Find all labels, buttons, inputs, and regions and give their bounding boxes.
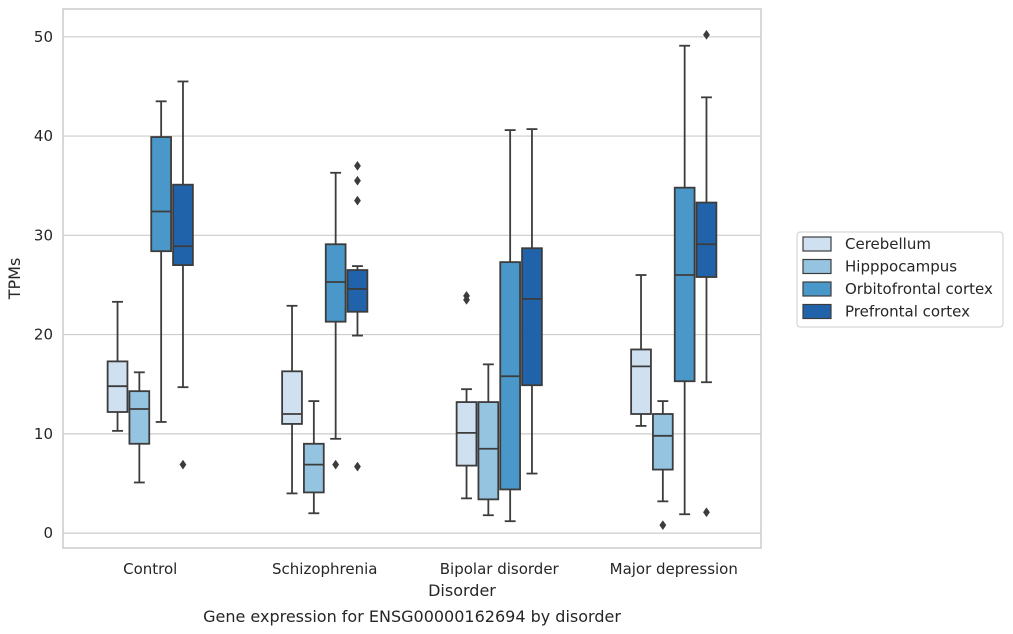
legend-item: Hipppocampus	[802, 258, 957, 276]
chart-caption: Gene expression for ENSG00000162694 by d…	[203, 607, 621, 626]
box-iqr	[150, 136, 172, 253]
box-iqr	[695, 201, 718, 278]
box-iqr	[521, 247, 543, 387]
box-iqr	[477, 401, 500, 501]
y-tick-label: 0	[43, 524, 53, 542]
x-tick-label: Schizophrenia	[272, 560, 377, 578]
box-iqr	[172, 183, 194, 266]
box-hipppocampus	[652, 400, 674, 531]
box-iqr	[346, 269, 369, 313]
legend-swatch	[802, 258, 832, 275]
plot-area	[63, 9, 761, 548]
outlier-point	[179, 459, 187, 470]
x-tick-labels: Control Schizophrenia Bipolar disorder Majo…	[123, 560, 738, 578]
legend-label: Hipppocampus	[845, 258, 957, 276]
x-tick-label: Major depression	[610, 560, 738, 578]
outlier-point	[659, 520, 667, 531]
box-iqr	[455, 401, 478, 467]
box-hipppocampus	[128, 371, 151, 484]
legend: Cerebellum Hipppocampus Orbitofrontal cort…	[796, 231, 1004, 328]
legend-label: Prefrontal cortex	[845, 303, 970, 321]
outlier-point	[703, 29, 710, 40]
outlier-point	[463, 290, 470, 301]
legend-items: Cerebellum Hipppocampus Orbitofrontal cort…	[802, 235, 993, 321]
x-axis-label: Disorder	[428, 581, 496, 600]
legend-swatch	[802, 281, 832, 297]
x-tick-label: Bipolar disorder	[440, 560, 560, 578]
outlier-point	[354, 195, 361, 206]
y-axis-label: TPMs	[5, 258, 24, 301]
box-orbitofrontal-cortex	[324, 171, 347, 470]
box-iqr	[324, 243, 347, 323]
box-prefrontal-cortex	[172, 80, 194, 470]
legend-item: Orbitofrontal cortex	[802, 280, 993, 298]
box-cerebellum	[106, 300, 129, 432]
box-prefrontal-cortex	[521, 128, 543, 475]
outlier-point	[354, 160, 361, 171]
outlier-point	[354, 461, 361, 472]
box-prefrontal-cortex	[346, 160, 369, 472]
box-cerebellum	[281, 304, 303, 495]
legend-label: Orbitofrontal cortex	[845, 280, 993, 298]
plot-frame	[62, 8, 762, 549]
legend-label: Cerebellum	[845, 235, 931, 253]
box-hipppocampus	[303, 400, 325, 515]
box-orbitofrontal-cortex	[673, 44, 696, 516]
outlier-point	[332, 459, 340, 470]
box-iqr	[673, 186, 696, 383]
box-iqr	[630, 348, 652, 415]
x-tick-label: Control	[123, 560, 177, 578]
box-cerebellum	[630, 274, 652, 427]
y-tick-label: 20	[34, 326, 53, 344]
legend-swatch	[802, 236, 832, 252]
box-prefrontal-cortex	[695, 29, 718, 518]
legend-frame	[796, 231, 1004, 328]
box-orbitofrontal-cortex	[499, 129, 521, 523]
y-tick-label: 40	[34, 127, 53, 145]
box-iqr	[303, 442, 325, 494]
box-orbitofrontal-cortex	[150, 100, 172, 423]
box-iqr	[281, 370, 303, 425]
legend-swatch	[802, 303, 832, 320]
outlier-point	[703, 507, 710, 518]
legend-item: Prefrontal cortex	[802, 303, 970, 321]
y-tick-label: 50	[34, 28, 53, 46]
y-tick-label: 10	[34, 425, 53, 443]
box-series	[106, 29, 718, 531]
y-tick-labels: 0 10 20 30 40 50	[34, 28, 53, 542]
box-cerebellum	[455, 290, 478, 500]
legend-item: Cerebellum	[802, 235, 931, 253]
box-iqr	[652, 413, 674, 471]
outlier-point	[354, 175, 361, 186]
y-tick-label: 30	[34, 226, 53, 244]
box-iqr	[128, 390, 151, 445]
box-hipppocampus	[477, 363, 500, 517]
